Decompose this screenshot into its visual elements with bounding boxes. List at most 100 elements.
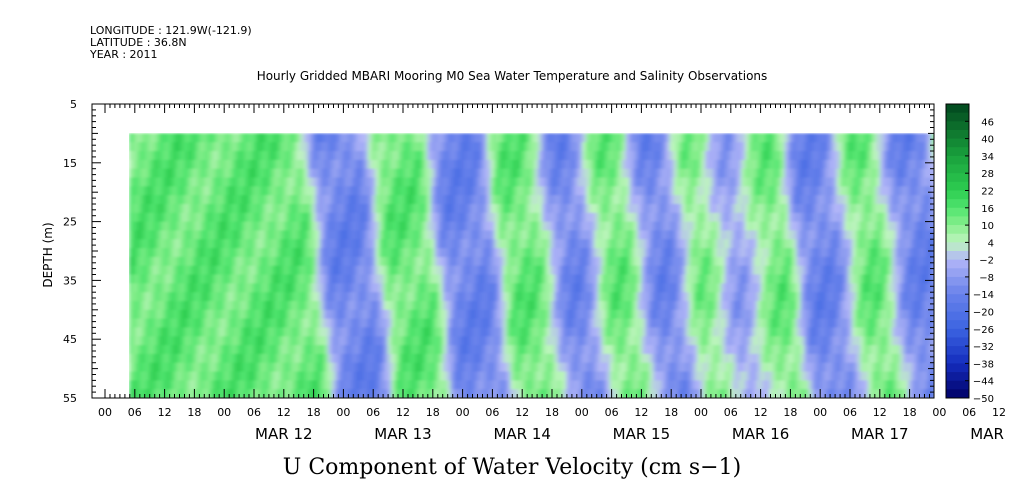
x-hour-tick-label: 18 (426, 406, 440, 419)
colorbar-swatch (946, 320, 969, 330)
x-hour-tick-label: 12 (396, 406, 410, 419)
colorbar-swatch (946, 389, 969, 399)
x-hour-tick-label: 18 (307, 406, 321, 419)
colorbar-label: −44 (973, 377, 994, 388)
colorbar-label: −14 (973, 290, 994, 301)
colorbar-swatch (946, 380, 969, 390)
colorbar-swatch (946, 311, 969, 321)
colorbar-label: −32 (973, 342, 994, 353)
colorbar-label: 16 (981, 204, 994, 215)
x-hour-tick-label: 12 (992, 406, 1006, 419)
colorbar-swatch (946, 354, 969, 364)
colorbar-swatch (946, 337, 969, 347)
colorbar-swatch (946, 155, 969, 165)
x-hour-tick-label: 12 (277, 406, 291, 419)
colorbar-swatch (946, 251, 969, 261)
x-day-label: MAR 12 (255, 425, 312, 443)
colorbar-swatch (946, 259, 969, 269)
x-hour-tick-label: 00 (217, 406, 231, 419)
x-hour-tick-label: 06 (128, 406, 142, 419)
colorbar-label: 46 (981, 117, 994, 128)
colorbar-swatch (946, 138, 969, 148)
y-tick-label: 15 (63, 157, 77, 170)
colorbar-swatch (946, 276, 969, 286)
colorbar-label: −20 (973, 308, 994, 319)
x-hour-tick-label: 18 (903, 406, 917, 419)
x-day-label: MAR 18 (970, 425, 1009, 443)
colorbar-swatch (946, 164, 969, 174)
colorbar-swatch (946, 216, 969, 226)
longitude-label: LONGITUDE : 121.9W(-121.9) (90, 24, 252, 37)
x-hour-tick-label: 06 (485, 406, 499, 419)
x-hour-tick-label: 00 (98, 406, 112, 419)
colorbar-swatch (946, 363, 969, 373)
y-tick-label: 55 (63, 392, 77, 405)
colorbar-swatch (946, 147, 969, 157)
colorbar-swatch (946, 268, 969, 278)
colorbar-label: 10 (981, 221, 994, 232)
colorbar-label: 22 (981, 187, 994, 198)
latitude-label: LATITUDE : 36.8N (90, 36, 187, 49)
x-hour-tick-label: 06 (724, 406, 738, 419)
y-tick-label: 5 (70, 98, 77, 111)
colorbar-label: 40 (981, 135, 994, 146)
colorbar-swatch (946, 112, 969, 122)
colorbar-swatch (946, 121, 969, 131)
colorbar-swatch (946, 173, 969, 183)
colorbar-swatch (946, 372, 969, 382)
x-hour-tick-label: 12 (158, 406, 172, 419)
x-hour-tick-label: 06 (366, 406, 380, 419)
x-hour-tick-label: 06 (962, 406, 976, 419)
variable-label: U Component of Water Velocity (cm s−1) (283, 455, 741, 480)
colorbar-label: −8 (979, 273, 994, 284)
colorbar-label: −38 (973, 359, 994, 370)
colorbar-label: −26 (973, 325, 994, 336)
colorbar-swatch (946, 129, 969, 139)
y-tick-label: 35 (63, 274, 77, 287)
x-day-label: MAR 17 (851, 425, 908, 443)
colorbar-swatch (946, 104, 969, 114)
colorbar-swatch (946, 242, 969, 252)
colorbar-swatch (946, 302, 969, 312)
colorbar-label: −2 (979, 256, 994, 267)
x-hour-tick-label: 06 (247, 406, 261, 419)
colorbar-swatch (946, 233, 969, 243)
colorbar-swatch (946, 199, 969, 209)
colorbar-swatch (946, 225, 969, 235)
x-day-label: MAR 13 (374, 425, 431, 443)
x-hour-tick-label: 12 (634, 406, 648, 419)
x-hour-tick-label: 18 (545, 406, 559, 419)
year-label: YEAR : 2011 (90, 48, 158, 61)
x-hour-tick-label: 06 (843, 406, 857, 419)
x-hour-tick-label: 00 (694, 406, 708, 419)
colorbar-swatch (946, 346, 969, 356)
x-hour-tick-label: 00 (575, 406, 589, 419)
colorbar-swatch (946, 207, 969, 217)
colorbar-label: −50 (973, 394, 994, 405)
x-hour-tick-label: 12 (873, 406, 887, 419)
colorbar-swatch (946, 190, 969, 200)
y-tick-label: 25 (63, 216, 77, 229)
colorbar-swatch (946, 285, 969, 295)
x-day-label: MAR 15 (613, 425, 670, 443)
colorbar-swatch (946, 181, 969, 191)
x-hour-tick-label: 00 (932, 406, 946, 419)
y-axis-label: DEPTH (m) (41, 222, 55, 287)
x-day-label: MAR 14 (493, 425, 550, 443)
colorbar-swatch (946, 328, 969, 338)
x-hour-tick-label: 00 (456, 406, 470, 419)
x-hour-tick-label: 12 (515, 406, 529, 419)
x-day-label: MAR 16 (732, 425, 789, 443)
colorbar-label: 4 (988, 238, 994, 249)
colorbar-label: 28 (981, 169, 994, 180)
y-axis: 5 15 25 35 45 55 (63, 98, 934, 405)
x-hour-tick-label: 12 (754, 406, 768, 419)
heatmap-field (129, 133, 934, 398)
x-hour-tick-label: 18 (783, 406, 797, 419)
x-axis: 00 06 12 18 00 06 12 18 00 06 12 18 00 06 12 18 00 06 12 18… (98, 104, 1009, 443)
y-tick-label: 45 (63, 333, 77, 346)
chart-title: Hourly Gridded MBARI Mooring M0 Sea Wate… (257, 69, 768, 83)
x-hour-tick-label: 06 (605, 406, 619, 419)
x-hour-tick-label: 00 (336, 406, 350, 419)
